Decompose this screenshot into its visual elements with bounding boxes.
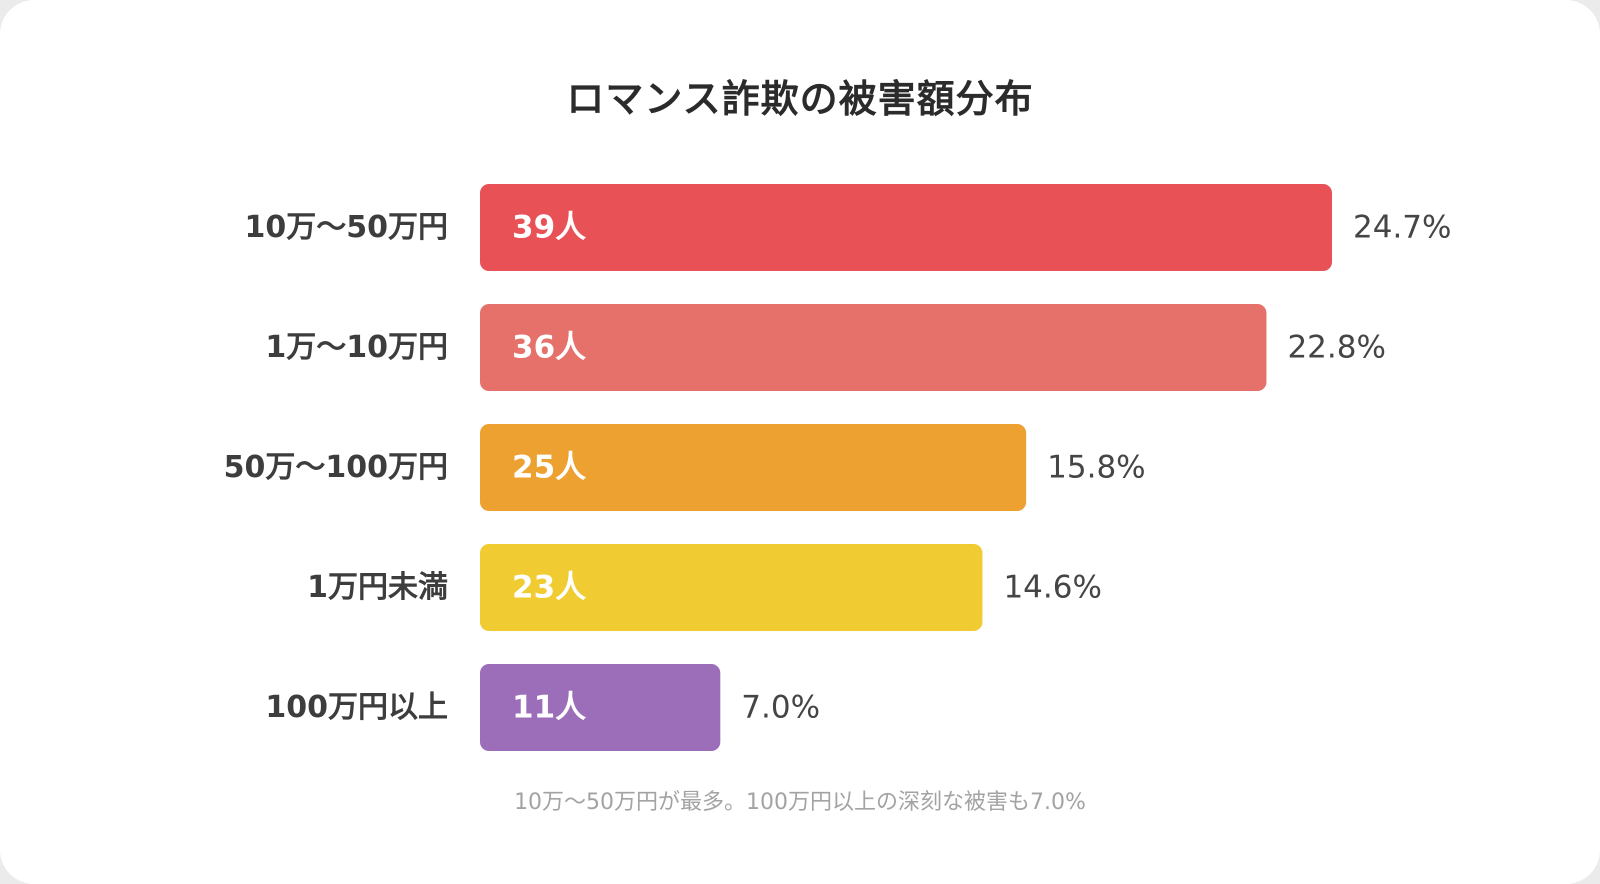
bar — [480, 304, 1267, 391]
bar-value-label: 25人 — [512, 450, 586, 486]
bar-percent-label: 14.6% — [1003, 570, 1101, 606]
bar-value-label: 36人 — [512, 330, 586, 366]
bar-percent-label: 24.7% — [1353, 210, 1451, 246]
bar — [480, 544, 983, 631]
bar — [480, 424, 1027, 511]
category-label: 1万円未満 — [307, 570, 448, 605]
category-label: 100万円以上 — [265, 690, 448, 725]
category-label: 50万〜100万円 — [224, 450, 448, 485]
bar-value-label: 23人 — [512, 570, 586, 606]
bar-value-label: 11人 — [512, 690, 586, 726]
bar-percent-label: 22.8% — [1287, 330, 1385, 366]
chart-title: ロマンス詐欺の被害額分布 — [566, 77, 1034, 121]
category-label: 1万〜10万円 — [265, 330, 448, 365]
bar-percent-label: 7.0% — [741, 690, 820, 726]
category-label: 10万〜50万円 — [245, 210, 449, 245]
bar-percent-label: 15.8% — [1047, 450, 1145, 486]
chart-footnote: 10万〜50万円が最多。100万円以上の深刻な被害も7.0% — [514, 790, 1086, 815]
bar-value-label: 39人 — [512, 210, 586, 246]
bar — [480, 184, 1332, 271]
bar — [480, 664, 721, 751]
